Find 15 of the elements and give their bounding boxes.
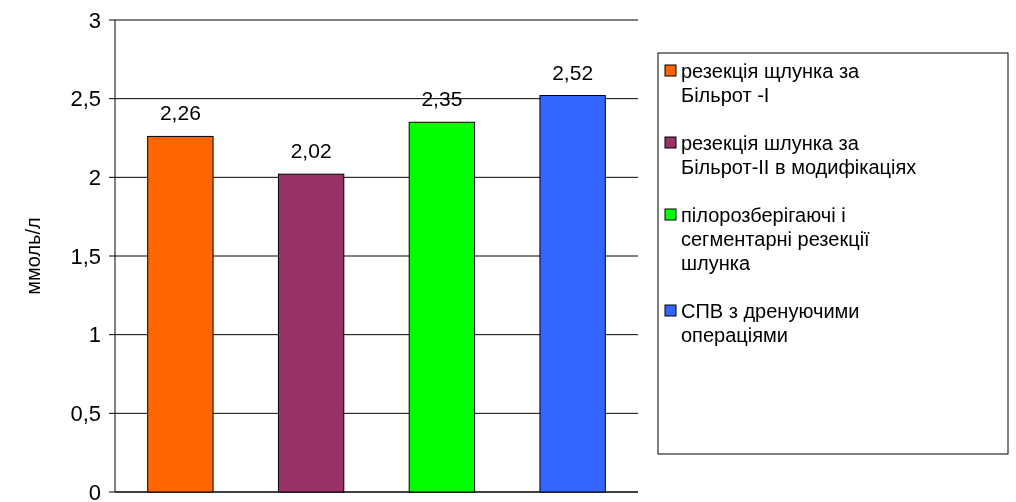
- y-tick-label: 2: [88, 165, 101, 191]
- y-tick-label: 1: [88, 322, 101, 348]
- y-tick-label: 0: [88, 479, 101, 502]
- y-tick-label: 3: [88, 7, 101, 33]
- data-label: 2,26: [159, 101, 201, 125]
- legend-label: пілорозберігаючі і сегментарні резекції шлунка: [681, 204, 871, 274]
- y-tick-label: 0,5: [70, 401, 101, 427]
- y-axis-title: ммоль/л: [22, 217, 44, 295]
- y-tick-label: 2,5: [70, 86, 101, 112]
- data-label: 2,52: [552, 60, 594, 84]
- legend-label: СПВ з дренуючими операціями: [681, 300, 860, 346]
- legend-label: резекція шлунка за Більрот-ІІ в модифікаціях: [681, 132, 917, 178]
- data-label: 2,02: [290, 139, 332, 163]
- legend-label: резекція щлунка за Більрот -І: [681, 60, 861, 106]
- y-tick-label: 1,5: [70, 243, 101, 269]
